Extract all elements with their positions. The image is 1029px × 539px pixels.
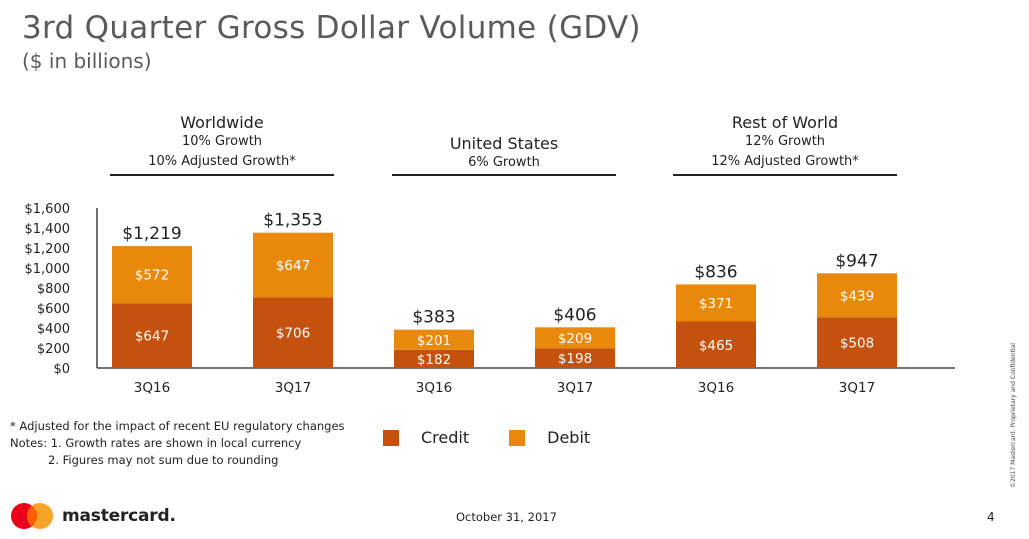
group-name: Worldwide [180, 113, 264, 132]
brand-name: mastercard. [62, 506, 176, 526]
bar-debit [394, 329, 474, 350]
x-tick-label: 3Q17 [839, 380, 875, 396]
group-growth: 10% Growth [181, 134, 263, 149]
y-tick-label: $1,000 [25, 262, 71, 277]
group-adjusted-growth: 12% Adjusted Growth* [711, 154, 859, 169]
bar-debit [676, 284, 756, 322]
group-name: United States [449, 134, 559, 153]
bar-debit [817, 273, 897, 318]
data-label-total: $1,219 [122, 224, 181, 244]
y-tick-label: $400 [37, 322, 70, 337]
legend-label-credit: Credit [421, 428, 470, 447]
data-label-credit: $647 [135, 329, 169, 345]
data-label-total: $947 [835, 251, 878, 271]
y-tick-label: $0 [53, 362, 70, 377]
y-tick-label: $1,200 [25, 242, 71, 257]
footnote-note-2: 2. Figures may not sum due to rounding [48, 453, 279, 467]
data-label-total: $1,353 [263, 211, 322, 231]
footnotes: * Adjusted for the impact of recent EU r… [10, 418, 345, 469]
data-label-total: $383 [412, 308, 455, 328]
group-name: Rest of World [731, 113, 839, 132]
x-tick-label: 3Q16 [416, 380, 452, 396]
bar-credit [676, 321, 756, 368]
group-growth: 12% Growth [744, 134, 826, 149]
bar-debit [112, 246, 192, 304]
data-label-debit: $371 [699, 296, 733, 312]
data-label-debit: $647 [276, 258, 310, 274]
data-label-debit: $201 [417, 333, 451, 349]
group-rule-worldwide [110, 174, 334, 176]
group-header-worldwide: Worldwide 10% Growth 10% Adjusted Growth… [110, 113, 334, 172]
gdv-stacked-bar-chart: $0 $200 $400 $600 $800 $1,000 $1,200 $1,400 $1,6… [25, 202, 955, 396]
page-number: 4 [987, 510, 995, 524]
data-label-credit: $182 [417, 352, 451, 368]
group-header-rest-of-world: Rest of World 12% Growth 12% Adjusted Gr… [673, 113, 897, 172]
data-label-credit: $465 [699, 338, 733, 354]
y-tick-label: $200 [37, 342, 70, 357]
page-subtitle: ($ in billions) [22, 49, 152, 73]
mastercard-logo: mastercard. [10, 502, 176, 530]
group-header-united-states: United States 6% Growth [392, 134, 616, 173]
data-label-debit: $572 [135, 268, 169, 284]
data-label-total: $406 [553, 305, 596, 325]
page-title: 3rd Quarter Gross Dollar Volume (GDV) [22, 10, 641, 46]
legend-label-debit: Debit [547, 428, 591, 447]
bar-credit [394, 349, 474, 368]
legend-swatch-credit [383, 429, 399, 446]
x-tick-label: 3Q16 [698, 380, 734, 396]
footer-date: October 31, 2017 [456, 510, 557, 524]
data-label-credit: $706 [276, 326, 310, 342]
x-tick-label: 3Q16 [134, 380, 170, 396]
bar-debit [253, 232, 333, 298]
y-tick-label: $1,400 [25, 222, 71, 237]
y-tick-label: $600 [37, 302, 70, 317]
group-rule-rest-of-world [673, 174, 897, 176]
group-adjusted-growth: 10% Adjusted Growth* [148, 154, 296, 169]
group-growth: 6% Growth [468, 155, 540, 170]
y-tick-label: $800 [37, 282, 70, 297]
bar-credit [253, 297, 333, 368]
bar-credit [535, 348, 615, 368]
footnote-note-1: Notes: 1. Growth rates are shown in loca… [10, 436, 302, 450]
mastercard-circles-icon [11, 503, 53, 529]
data-label-credit: $198 [558, 351, 592, 367]
bar-debit [535, 327, 615, 349]
copyright-note: ©2017 Mastercard. Proprietary and Confid… [1010, 343, 1017, 488]
footnote-adjusted: * Adjusted for the impact of recent EU r… [10, 419, 345, 433]
legend-swatch-debit [509, 429, 526, 446]
x-tick-label: 3Q17 [557, 380, 593, 396]
y-tick-label: $1,600 [25, 202, 71, 217]
data-label-debit: $209 [558, 331, 592, 347]
data-label-debit: $439 [840, 288, 874, 304]
data-label-credit: $508 [840, 336, 874, 352]
bar-credit [817, 317, 897, 368]
x-tick-label: 3Q17 [275, 380, 311, 396]
data-label-total: $836 [694, 262, 737, 282]
group-rule-united-states [392, 174, 616, 176]
bar-credit [112, 303, 192, 368]
chart-legend: Credit Debit [383, 428, 630, 447]
